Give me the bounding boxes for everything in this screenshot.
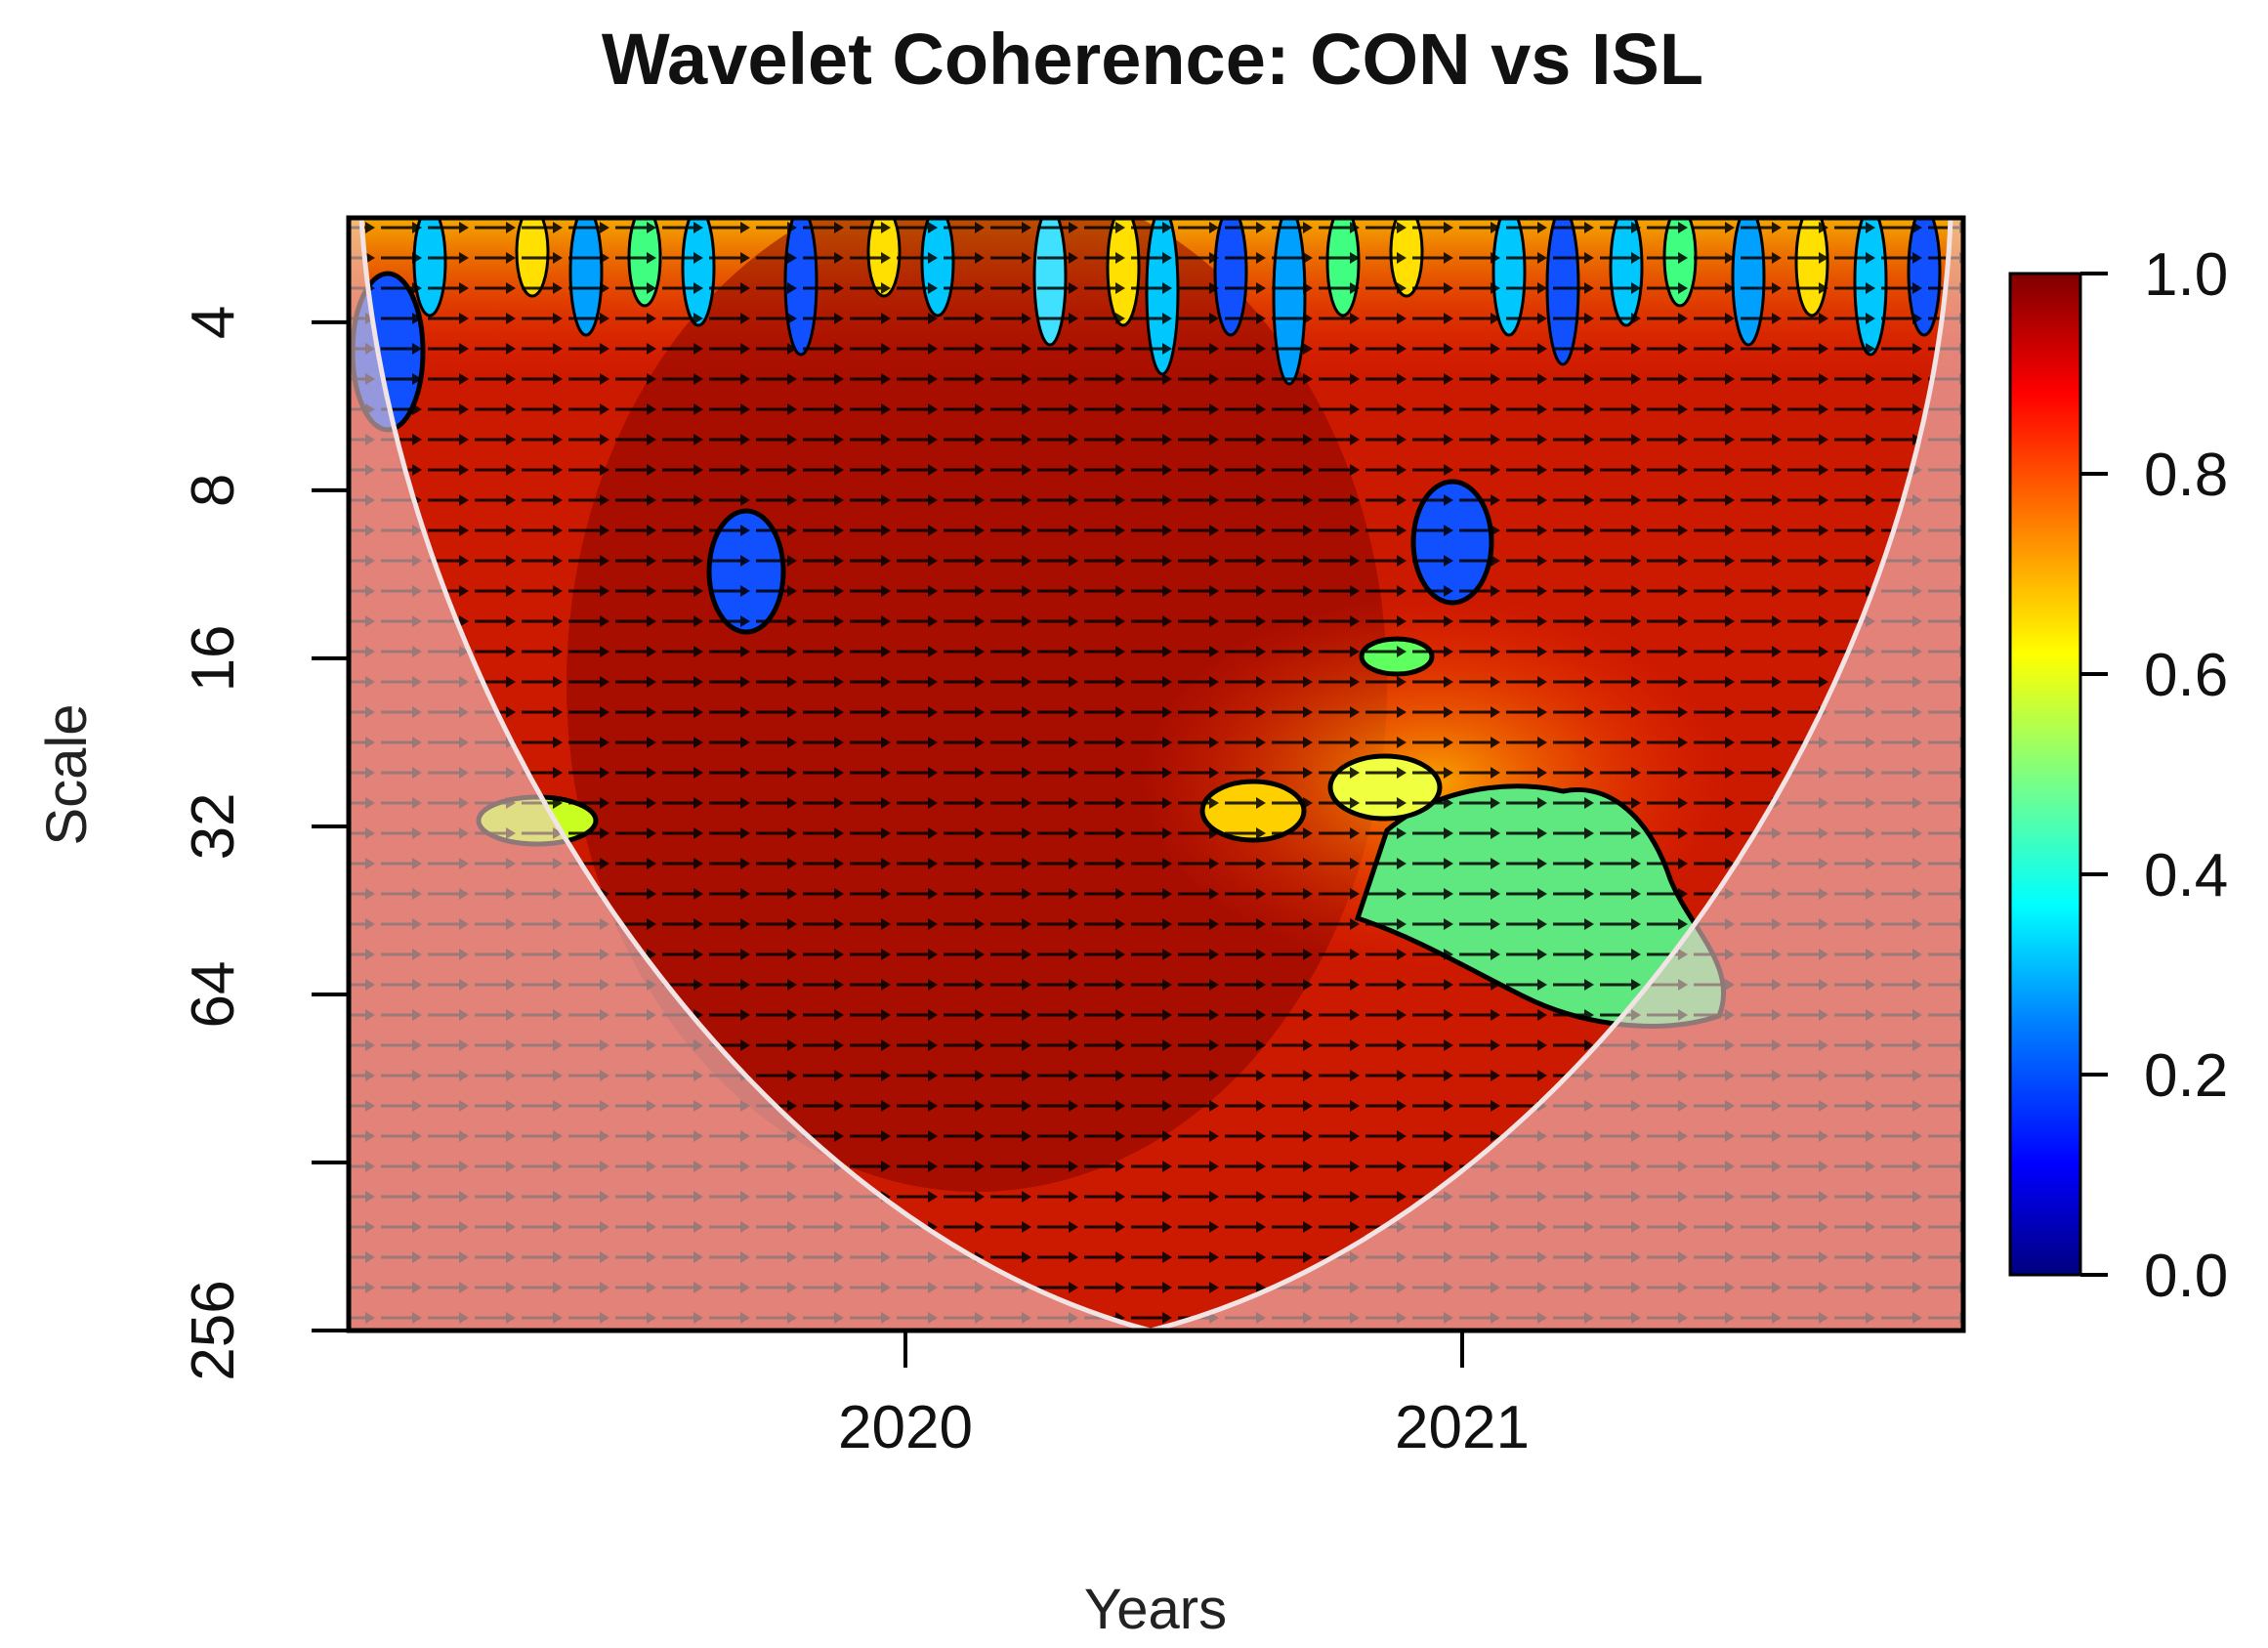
x-tick-label-2020: 2020 [838, 1394, 973, 1461]
y-tick-label-256: 256 [180, 1280, 247, 1380]
y-axis: 4 8 16 32 64 256 [180, 306, 349, 1381]
y-tick-label-8: 8 [180, 474, 247, 507]
cone-of-influence-right [1151, 218, 1963, 1331]
cone-boundary [358, 218, 1953, 1331]
colorbar-ticks: 0.0 0.2 0.4 0.6 0.8 1.0 [2080, 241, 2228, 1310]
y-tick-label-16: 16 [180, 624, 247, 692]
colorbar-tick-label-0.0: 0.0 [2144, 1243, 2228, 1310]
y-axis-title: Scale [35, 703, 99, 845]
cone-of-influence-left [349, 218, 1151, 1331]
y-tick-label-4: 4 [180, 306, 247, 339]
plot-frame [346, 215, 1966, 1333]
colorbar-tick-label-1.0: 1.0 [2144, 241, 2228, 309]
x-axis: 2020 2021 [838, 1331, 1530, 1461]
colorbar-tick-label-0.4: 0.4 [2144, 842, 2228, 909]
colorbar [2008, 272, 2082, 1277]
y-tick-label-64: 64 [180, 960, 247, 1028]
plot-area [349, 218, 1963, 1331]
colorbar-tick-label-0.8: 0.8 [2144, 442, 2228, 509]
chart-title: Wavelet Coherence: CON vs ISL [602, 19, 1703, 100]
colorbar-tick-label-0.2: 0.2 [2144, 1042, 2228, 1110]
x-axis-title: Years [1084, 1578, 1227, 1641]
y-tick-label-32: 32 [180, 792, 247, 860]
x-tick-label-2021: 2021 [1395, 1394, 1530, 1461]
colorbar-tick-label-0.6: 0.6 [2144, 642, 2228, 709]
